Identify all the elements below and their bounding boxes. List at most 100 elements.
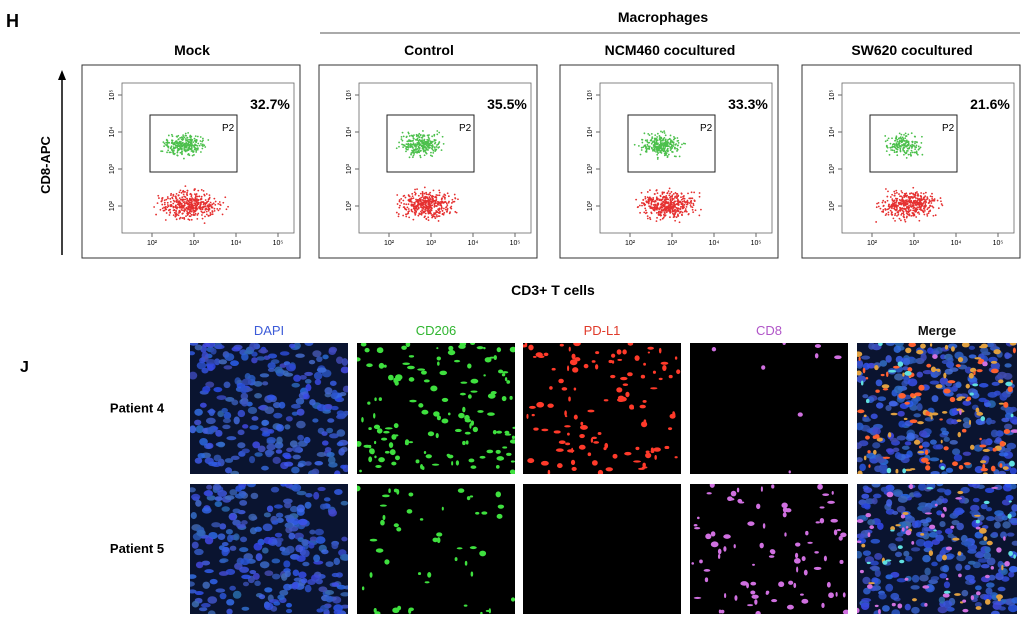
signal — [571, 466, 577, 472]
dot — [418, 213, 421, 215]
dot — [660, 130, 662, 133]
dot — [193, 202, 196, 205]
signal — [417, 572, 422, 576]
signal — [720, 609, 725, 614]
signal — [975, 591, 981, 596]
signal — [439, 370, 448, 376]
signal — [571, 353, 576, 360]
nucleus — [944, 368, 953, 375]
signal — [391, 461, 397, 466]
dot — [900, 213, 903, 216]
dot — [661, 191, 664, 194]
nucleus — [229, 545, 237, 551]
nucleus — [911, 606, 920, 614]
x-tick-label: 10² — [147, 240, 158, 247]
nucleus — [945, 467, 954, 473]
nucleus — [341, 358, 348, 366]
signal — [918, 384, 925, 391]
dot — [184, 198, 187, 201]
dot — [434, 217, 437, 220]
dot — [640, 191, 643, 194]
arrow-head — [58, 70, 66, 80]
signal — [901, 527, 905, 532]
dot — [898, 217, 901, 220]
nucleus — [902, 366, 909, 371]
signal — [564, 410, 567, 417]
nucleus — [340, 464, 347, 469]
dot — [899, 219, 902, 222]
micrograph — [523, 484, 681, 614]
signal — [908, 484, 914, 490]
dot — [673, 136, 675, 138]
dot — [889, 142, 892, 145]
dot — [187, 138, 189, 141]
dot — [420, 213, 423, 216]
nucleus — [196, 361, 207, 370]
nucleus — [936, 484, 944, 487]
signal — [805, 530, 809, 536]
signal — [573, 414, 578, 420]
nucleus — [308, 359, 316, 365]
dot — [674, 211, 677, 214]
nucleus — [283, 461, 294, 467]
dot — [675, 197, 678, 199]
dot — [639, 211, 641, 214]
dot — [670, 143, 672, 146]
signal — [454, 557, 458, 562]
dot — [425, 144, 428, 147]
dot — [654, 204, 657, 207]
dot — [661, 142, 664, 144]
dot — [408, 140, 411, 143]
signal — [765, 591, 769, 595]
nucleus — [273, 601, 281, 606]
dot — [680, 196, 682, 199]
nucleus — [315, 578, 323, 585]
dot — [677, 144, 679, 147]
nucleus — [225, 397, 235, 402]
nucleus — [325, 561, 334, 568]
dot — [195, 193, 198, 195]
dot — [407, 212, 410, 215]
nucleus — [190, 425, 197, 434]
signal — [794, 552, 799, 559]
nucleus — [321, 549, 329, 555]
nucleus — [251, 351, 258, 357]
dot — [451, 198, 454, 201]
micrograph — [857, 343, 1017, 474]
dot — [196, 135, 199, 138]
nucleus — [224, 495, 235, 500]
dot — [663, 191, 666, 194]
percent: 33.3% — [728, 96, 768, 112]
dot — [180, 209, 183, 211]
nucleus — [291, 403, 301, 409]
dot — [646, 215, 649, 218]
dot — [411, 203, 414, 206]
dot — [443, 193, 446, 196]
dot — [912, 192, 914, 195]
dot — [902, 212, 905, 215]
dot — [167, 146, 170, 149]
dot — [903, 216, 905, 218]
dot — [932, 199, 935, 202]
dot — [922, 198, 925, 201]
dot — [181, 145, 184, 148]
dot — [877, 205, 880, 208]
signal — [836, 529, 841, 532]
dot — [433, 213, 436, 216]
dot — [881, 201, 884, 204]
nucleus — [991, 381, 1000, 386]
signal — [865, 398, 870, 404]
signal — [905, 526, 909, 529]
dot — [890, 206, 893, 208]
nucleus — [919, 574, 929, 582]
dot — [663, 213, 665, 216]
nucleus — [272, 456, 281, 464]
dot — [923, 201, 926, 203]
nucleus — [316, 404, 327, 412]
nucleus — [861, 355, 871, 360]
dot — [666, 201, 668, 204]
nucleus — [898, 420, 906, 428]
signal — [912, 598, 917, 602]
signal — [990, 368, 999, 374]
nucleus — [972, 497, 980, 503]
